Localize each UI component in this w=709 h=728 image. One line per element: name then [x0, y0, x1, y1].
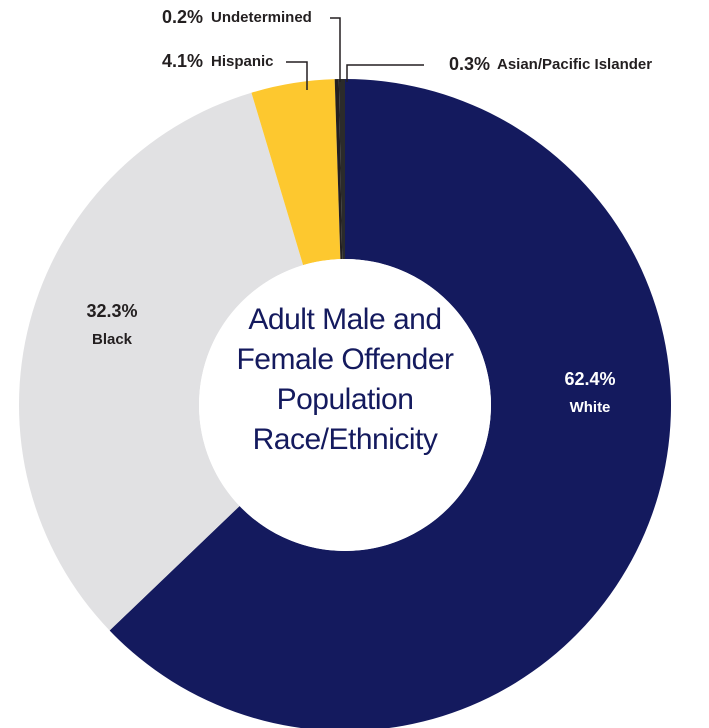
slice — [109, 79, 671, 728]
slice — [251, 79, 341, 266]
leader-line — [346, 64, 424, 82]
donut-hole — [199, 259, 491, 551]
value-label: 0.2% — [162, 7, 203, 27]
category-label: Undetermined — [211, 9, 312, 26]
leader-line — [286, 61, 308, 90]
category-label: White — [570, 399, 611, 416]
leader-line — [330, 17, 341, 82]
category-label: Hispanic — [211, 53, 274, 70]
slice — [334, 79, 343, 260]
value-label: 32.3% — [86, 301, 137, 321]
slice — [338, 79, 345, 260]
chart-title: Adult Male and Female Offender Populatio… — [236, 303, 454, 456]
slice — [18, 92, 304, 631]
category-label: Asian/Pacific Islander — [497, 56, 652, 73]
value-label: 0.3% — [449, 54, 490, 74]
value-label: 4.1% — [162, 51, 203, 71]
category-label: Black — [92, 331, 133, 348]
value-label: 62.4% — [564, 369, 615, 389]
